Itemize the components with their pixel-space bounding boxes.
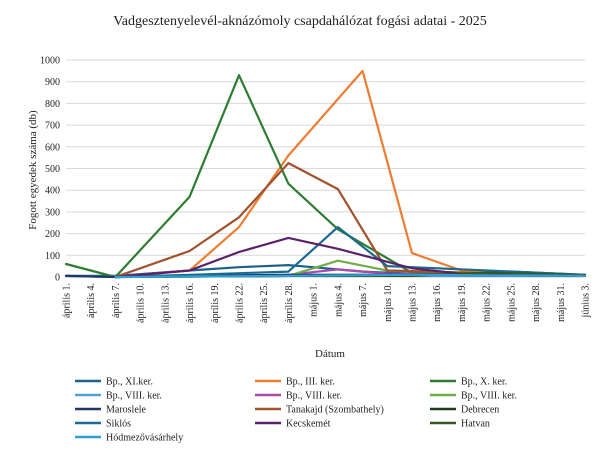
- legend-label: Bp., VIII. ker.: [461, 391, 517, 402]
- legend-label: Siklós: [106, 419, 131, 430]
- y-tick-label: 1000: [40, 56, 60, 67]
- y-tick-label: 400: [45, 186, 60, 197]
- x-tick-label: április 25.: [259, 283, 270, 323]
- y-tick-label: 600: [45, 142, 60, 153]
- x-tick-label: április 22.: [235, 283, 246, 323]
- legend-label: Maroslele: [106, 405, 147, 416]
- legend-label: Bp., XI.ker.: [106, 377, 153, 388]
- x-tick-label: április 16.: [185, 283, 196, 323]
- x-tick-label: május 16.: [432, 283, 443, 322]
- legend-label: Kecskemét: [286, 419, 331, 430]
- series-line-7: [114, 162, 587, 279]
- x-tick-label: április 1.: [62, 283, 73, 318]
- x-tick-label: május 10.: [383, 283, 394, 322]
- legend-label: Hódmezővásárhely: [106, 433, 183, 444]
- x-tick-label: április 19.: [210, 283, 221, 323]
- x-tick-label: április 28.: [284, 283, 295, 323]
- y-tick-label: 500: [45, 164, 60, 175]
- chart-title: Vadgesztenyelevél-aknázómoly csapdahálóz…: [113, 14, 487, 29]
- x-tick-label: május 7.: [358, 283, 369, 317]
- x-tick-label: április 13.: [160, 283, 171, 323]
- series-line-12: [114, 273, 587, 279]
- legend-label: Bp., VIII. ker.: [286, 391, 342, 402]
- x-tick-label: május 22.: [482, 283, 493, 322]
- legend-label: Bp., VIII. ker.: [106, 391, 162, 402]
- x-tick-label: április 7.: [111, 283, 122, 318]
- series-line-1: [114, 69, 587, 279]
- legend-label: Debrecen: [461, 405, 499, 416]
- series-line-10: [114, 236, 587, 279]
- legend-label: Hatvan: [461, 419, 490, 430]
- x-tick-label: május 1.: [309, 283, 320, 317]
- y-tick-label: 800: [45, 99, 60, 110]
- y-tick-label: 300: [45, 207, 60, 218]
- x-tick-label: május 31.: [556, 283, 567, 322]
- y-tick-label: 900: [45, 77, 60, 88]
- x-tick-label: május 13.: [408, 283, 419, 322]
- legend: Bp., XI.ker. Bp., III. ker. Bp., X. ker. Bp…: [75, 377, 517, 444]
- y-axis-ticks: 0 100 200 300 400 500 600 700 800 900 1000: [40, 56, 60, 284]
- legend-label: Bp., X. ker.: [461, 377, 507, 388]
- y-tick-label: 0: [55, 273, 60, 284]
- x-tick-label: április 10.: [136, 283, 147, 323]
- x-tick-label: május 28.: [531, 283, 542, 322]
- x-tick-label: június 3.: [581, 283, 592, 318]
- series-line-9: [114, 226, 587, 279]
- y-tick-label: 200: [45, 229, 60, 240]
- grid: [66, 59, 585, 278]
- x-axis-title: Dátum: [315, 348, 345, 360]
- x-tick-label: április 4.: [86, 283, 97, 318]
- x-tick-label: május 4.: [333, 283, 344, 317]
- y-axis-title: Fogott egyedek száma (db): [27, 110, 39, 230]
- y-tick-label: 700: [45, 121, 60, 132]
- y-tick-label: 100: [45, 251, 60, 262]
- series-lines: [64, 69, 587, 279]
- legend-label: Tanakajd (Szombathely): [286, 405, 384, 416]
- x-tick-label: május 25.: [506, 283, 517, 322]
- legend-label: Bp., III. ker.: [286, 377, 335, 388]
- x-axis-ticks: április 1. április 4. április 7. április 10…: [62, 283, 592, 323]
- x-tick-label: május 19.: [457, 283, 468, 322]
